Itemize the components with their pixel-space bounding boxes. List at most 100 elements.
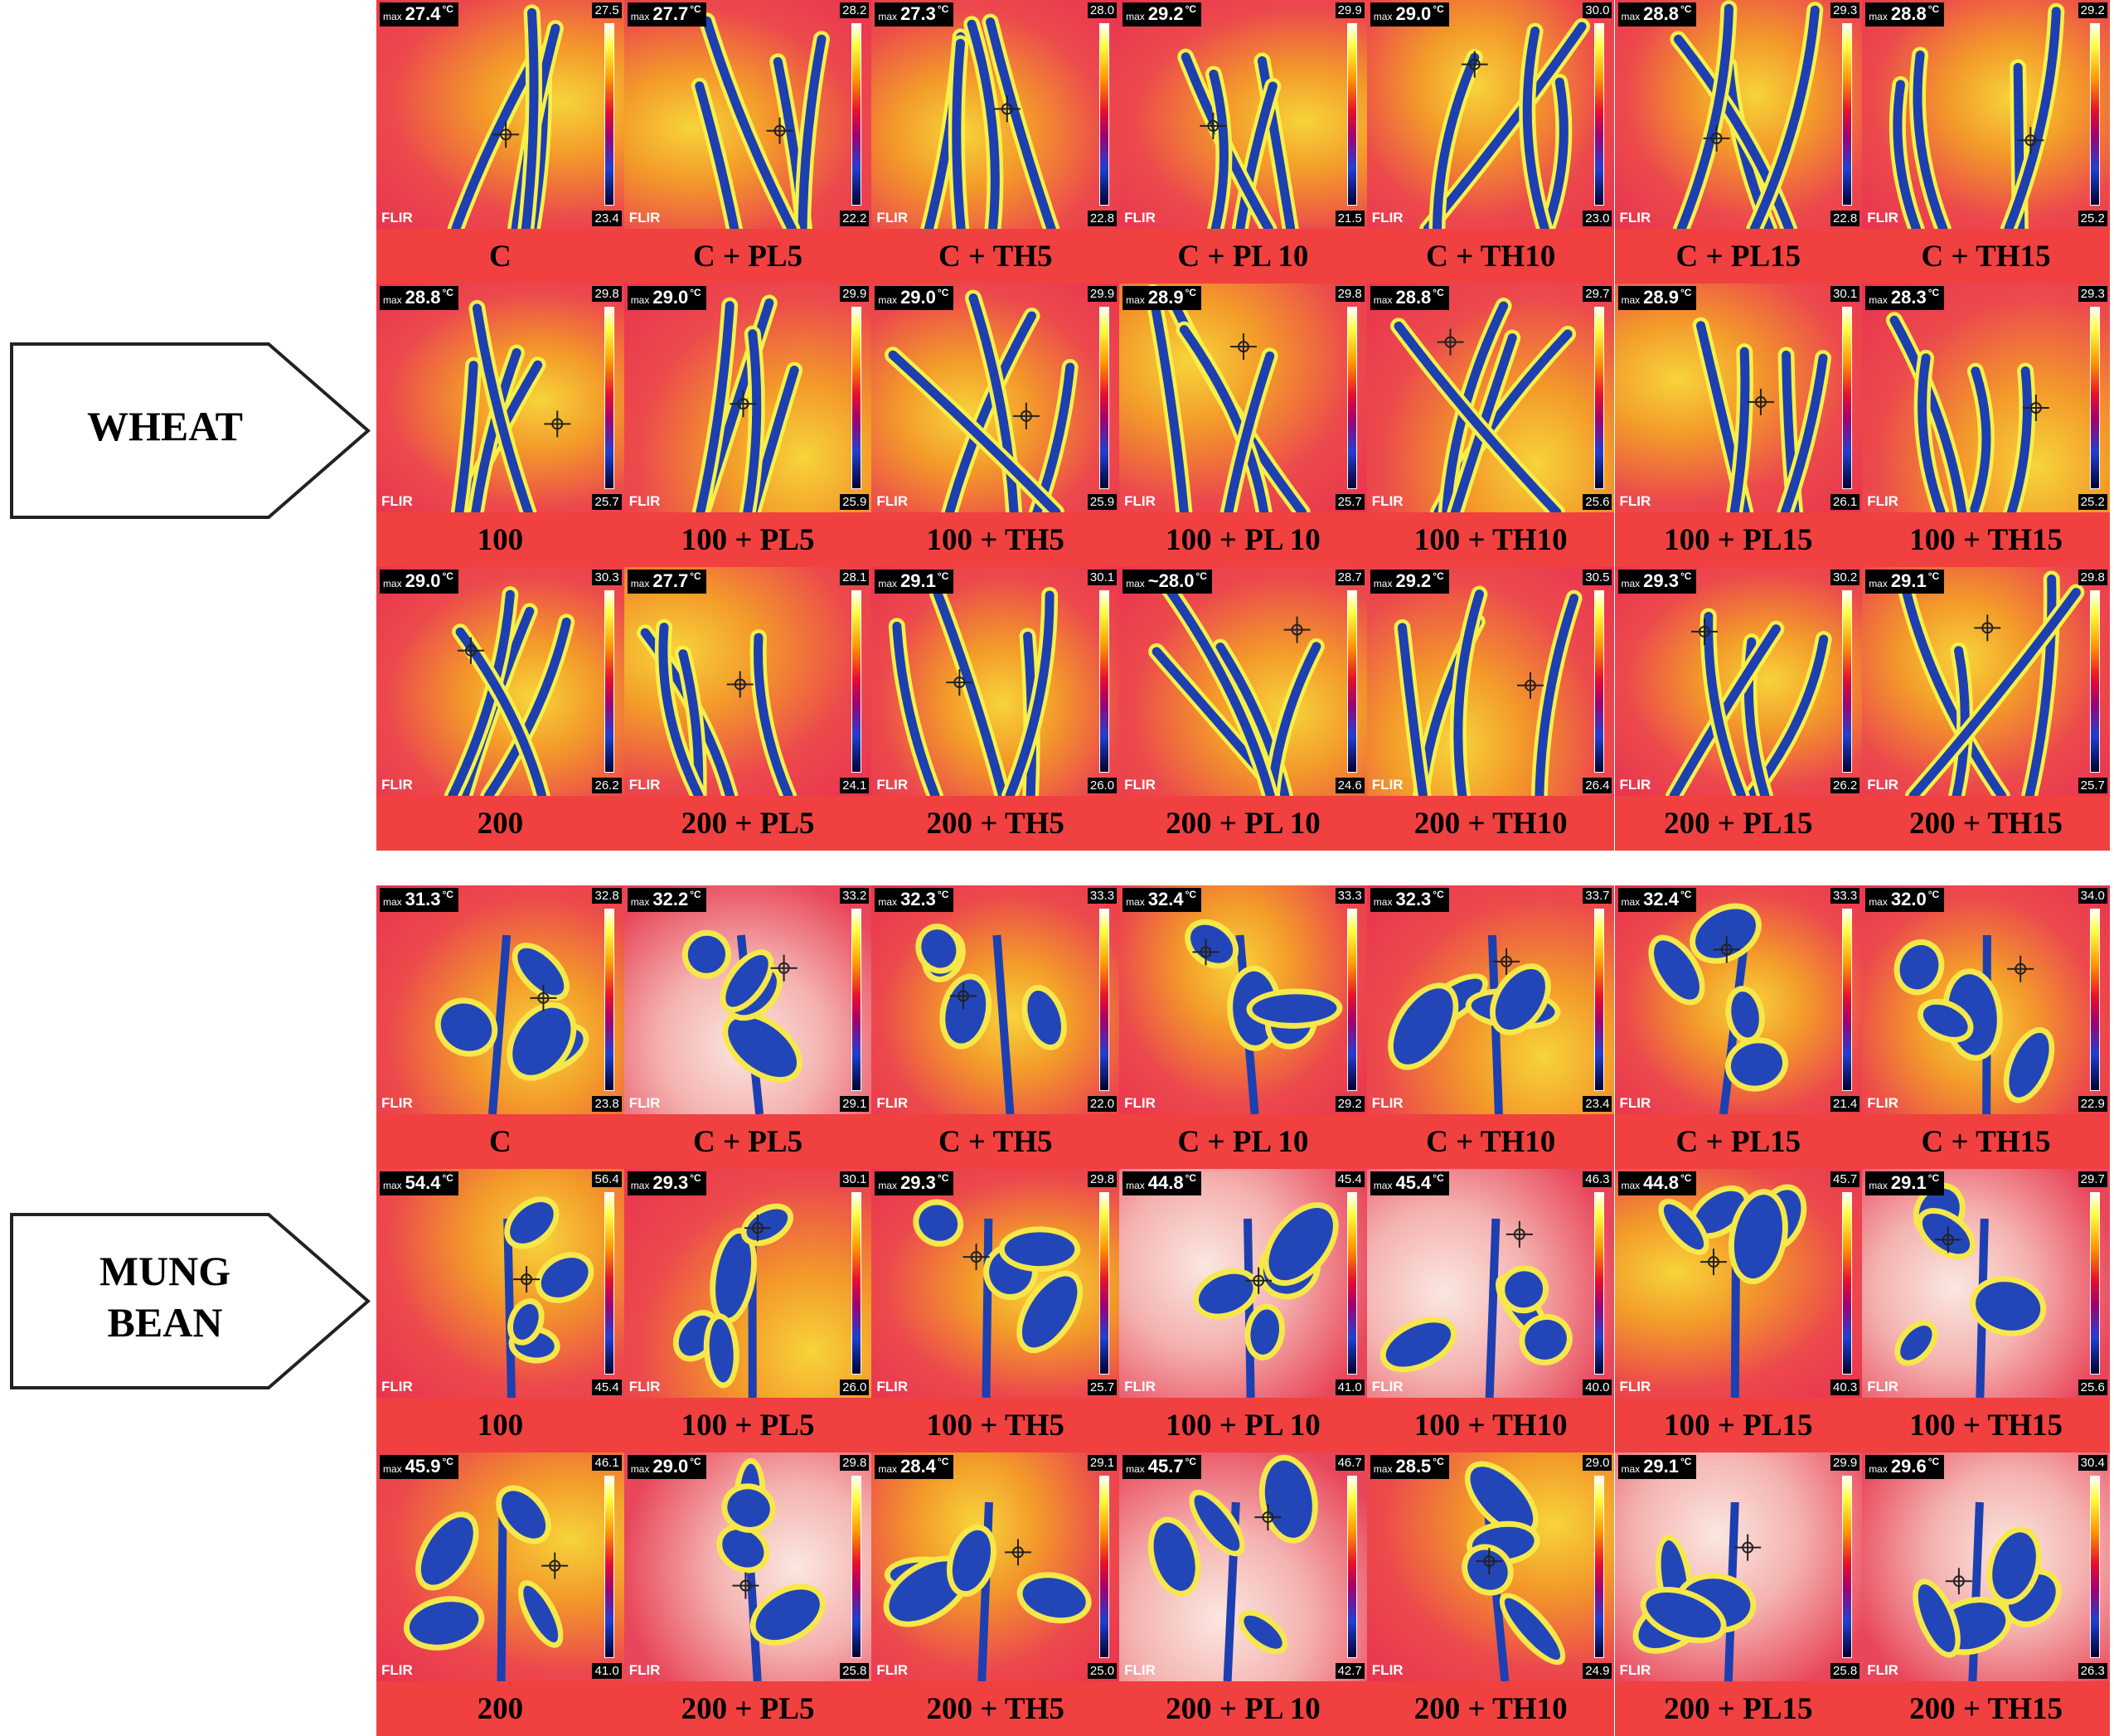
- leaf: [454, 361, 478, 512]
- crosshair: [1946, 1568, 1973, 1595]
- panel-caption: 200 + PL5: [681, 806, 815, 841]
- panel-caption: 200: [477, 806, 524, 841]
- max-temperature: max 29.1 °C: [1617, 1455, 1697, 1479]
- max-temperature: max 29.3 °C: [627, 1171, 706, 1195]
- max-temperature: max 44.8 °C: [1122, 1171, 1202, 1195]
- panel-caption: 200 + PL15: [1664, 806, 1813, 841]
- flir-logo: FLIR: [381, 1095, 413, 1111]
- scale-top: 29.9: [1830, 1455, 1860, 1471]
- scale-top: 29.2: [2078, 2, 2107, 18]
- panel-caption: C + PL5: [692, 1124, 803, 1159]
- caption-band: 100 + PL5: [623, 1398, 872, 1452]
- max-temperature: max 32.4 °C: [1122, 888, 1202, 912]
- max-value: 27.3: [900, 3, 936, 24]
- scale-top: 29.7: [1583, 286, 1612, 302]
- panel-caption: C + PL 10: [1177, 1124, 1309, 1159]
- panel-caption: 100 + TH10: [1413, 522, 1568, 557]
- scale-bottom: 23.8: [592, 1096, 622, 1112]
- max-temperature: max 27.3 °C: [875, 2, 954, 27]
- thermal-panel: max 28.4 °C 29.1 25.0 FLIR: [871, 1452, 1120, 1681]
- flir-logo: FLIR: [628, 493, 661, 509]
- scale-bottom: 23.0: [1583, 211, 1612, 226]
- leaf: [921, 929, 957, 968]
- temperature-unit: °C: [937, 3, 949, 15]
- scale-top: 45.7: [1830, 1171, 1860, 1187]
- leaf: [472, 303, 533, 512]
- leaf: [1268, 1207, 1334, 1281]
- crosshair: [950, 982, 977, 1010]
- scale-top: 29.8: [2078, 570, 2107, 585]
- leaf: [1918, 353, 1946, 512]
- plant: [1144, 284, 1311, 512]
- panel-caption: C + TH5: [938, 239, 1053, 274]
- flir-logo: FLIR: [1619, 777, 1651, 793]
- caption-band: C + TH10: [1366, 229, 1615, 284]
- color-bar: [1346, 590, 1357, 773]
- flir-logo: FLIR: [1619, 1662, 1651, 1678]
- crosshair-ring: [2030, 402, 2043, 415]
- crosshair: [1690, 618, 1718, 645]
- temperature-unit: °C: [690, 889, 701, 900]
- max-prefix: max: [1869, 1180, 1888, 1191]
- caption-band: C + PL 10: [1119, 229, 1367, 284]
- temperature-unit: °C: [1927, 1172, 1940, 1184]
- leaf: [742, 329, 761, 512]
- panel-caption: 100 + PL5: [681, 1408, 815, 1443]
- stem: [503, 1218, 516, 1398]
- leaf: [1027, 991, 1062, 1045]
- temperature-unit: °C: [1680, 1456, 1692, 1467]
- flir-logo: FLIR: [1619, 493, 1651, 509]
- caption-band: 200 + PL5: [623, 796, 872, 851]
- scale-top: 29.1: [1087, 1455, 1118, 1471]
- crosshair: [457, 637, 484, 664]
- thermal-panel: max 54.4 °C 56.4 45.4 FLIR: [376, 1169, 624, 1398]
- leaf: [1730, 992, 1759, 1038]
- plant: [691, 294, 802, 512]
- crosshair-ring: [970, 1251, 982, 1263]
- scale-bottom: 29.2: [1335, 1096, 1365, 1112]
- max-value: 28.8: [1395, 287, 1432, 308]
- caption-band: 100 + PL5: [623, 512, 872, 567]
- max-value: 32.3: [900, 889, 936, 909]
- crosshair-ring: [1021, 410, 1033, 422]
- scale-bottom: 26.2: [1830, 778, 1860, 793]
- color-bar: [1346, 23, 1357, 206]
- plant: [1379, 1218, 1573, 1398]
- caption-band: C + PL15: [1614, 229, 1863, 284]
- caption-band: C: [376, 1114, 624, 1169]
- scale-top: 33.7: [1583, 888, 1612, 904]
- thermal-panel: max 29.0 °C 29.9 25.9 FLIR: [623, 284, 872, 512]
- leaf: [1535, 594, 1578, 796]
- caption-band: C + PL15: [1614, 1114, 1863, 1169]
- caption-band: 200: [376, 1681, 624, 1736]
- max-prefix: max: [1126, 1180, 1145, 1191]
- thermal-panel: max 29.0 °C 29.9 25.9 FLIR: [871, 284, 1120, 512]
- caption-band: C: [376, 229, 624, 284]
- scale-top: 29.3: [2078, 286, 2107, 302]
- caption-band: 200: [376, 796, 624, 851]
- leaf: [1194, 1495, 1240, 1551]
- temperature-unit: °C: [1680, 3, 1692, 15]
- crosshair-ring: [778, 962, 790, 974]
- color-bar: [1842, 1476, 1853, 1658]
- color-bar: [1346, 1192, 1357, 1375]
- color-bar: [1594, 23, 1605, 206]
- max-value: 45.9: [405, 1456, 441, 1477]
- max-prefix: max: [1373, 578, 1393, 589]
- max-prefix: max: [1621, 1463, 1641, 1475]
- scale-top: 30.1: [840, 1171, 870, 1187]
- max-value: 28.4: [900, 1456, 936, 1477]
- leaf: [968, 293, 1020, 512]
- scale-bottom: 25.6: [1583, 494, 1612, 510]
- crosshair: [1492, 948, 1520, 975]
- plant: [434, 934, 589, 1114]
- plant: [1669, 0, 1823, 229]
- scale-bottom: 29.1: [840, 1096, 870, 1112]
- plant: [716, 1457, 826, 1681]
- color-bar: [851, 909, 862, 1091]
- max-prefix: max: [1126, 294, 1145, 306]
- leaf: [1908, 588, 2082, 796]
- panel-caption: 100 + PL 10: [1166, 1408, 1321, 1443]
- crosshair: [770, 954, 798, 982]
- scale-bottom: 21.4: [1830, 1096, 1860, 1112]
